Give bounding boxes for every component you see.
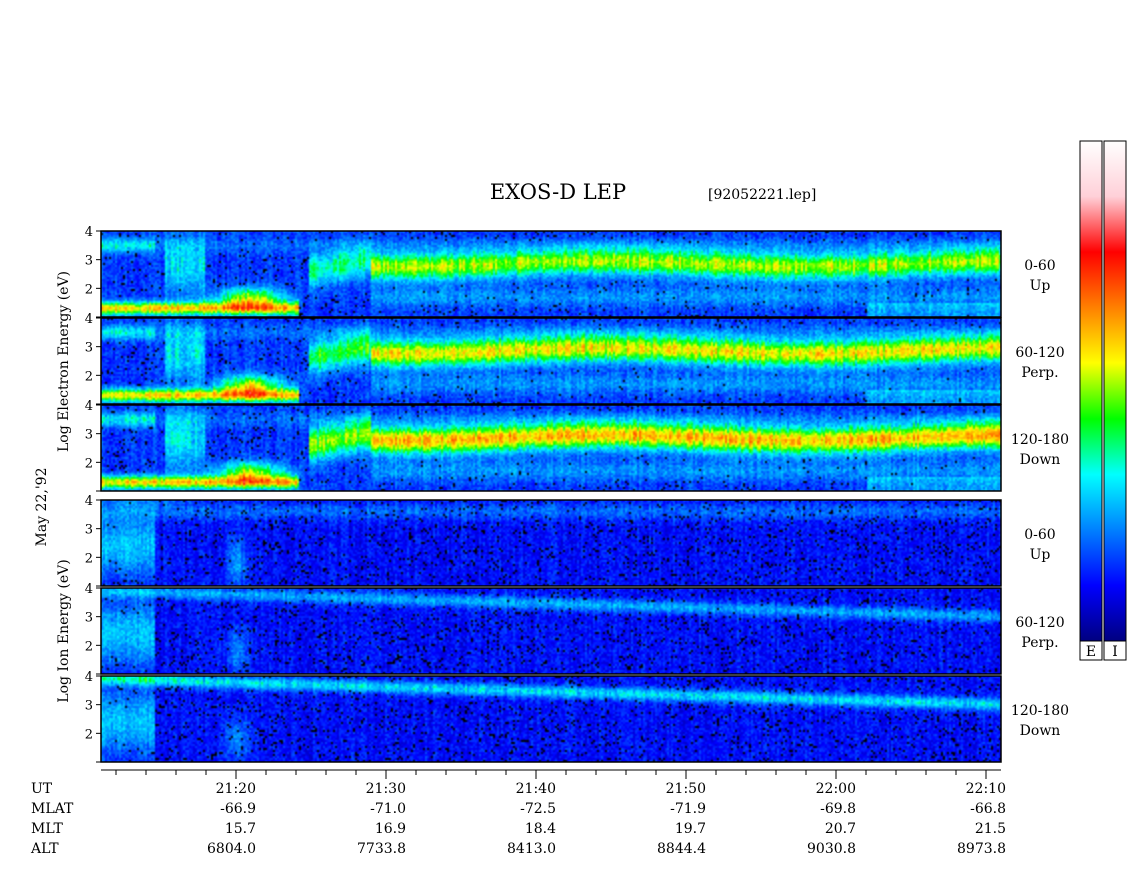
- y-tick-label: 2: [85, 639, 93, 654]
- y-tick-label: 4: [85, 582, 93, 597]
- orbit-value: -66.8: [970, 801, 1006, 817]
- direction-label: Up: [1030, 278, 1051, 294]
- pitch-range-label: 0-60: [1024, 258, 1055, 274]
- y-tick-label: 3: [85, 523, 93, 538]
- spectrogram-panel: [101, 500, 1001, 586]
- time-axis: [101, 769, 1001, 779]
- orbit-value: 8973.8: [957, 841, 1006, 857]
- colorbar: [1079, 140, 1103, 642]
- y-tick-label: 3: [85, 341, 93, 356]
- orbit-value: 16.9: [375, 821, 406, 837]
- y-tick-label: 2: [85, 369, 93, 384]
- y-tick-label: 3: [85, 254, 93, 269]
- pitch-range-label: 120-180: [1011, 432, 1069, 448]
- pitch-range-label: 60-120: [1015, 615, 1064, 631]
- date-label: May 22,'92: [34, 468, 50, 547]
- orbit-value: 22:00: [816, 781, 856, 797]
- spectrogram-panel: [101, 588, 1001, 674]
- direction-label: Perp.: [1021, 365, 1058, 381]
- file-name-label: [92052221.lep]: [708, 187, 816, 203]
- orbit-value: 21:20: [216, 781, 256, 797]
- orbit-value: 21.5: [975, 821, 1006, 837]
- y-tick-label: 3: [85, 611, 93, 626]
- pitch-angle-labels: 0-60 Up 60-120 Perp. 120-180 Down 0-60 Up 60-120…: [1011, 258, 1069, 739]
- pitch-range-label: 0-60: [1024, 527, 1055, 543]
- pitch-range-label: 120-180: [1011, 703, 1069, 719]
- y-tick-label: 2: [85, 456, 93, 471]
- group-labels: Log Electron Energy (eV) Log Ion Energy (…: [56, 271, 72, 703]
- direction-label: Perp.: [1021, 635, 1058, 651]
- orbit-value: 9030.8: [807, 841, 856, 857]
- orbit-value: -71.0: [370, 801, 406, 817]
- orbit-value: 21:40: [516, 781, 556, 797]
- orbit-value: 18.4: [525, 821, 556, 837]
- orbit-value: 6804.0: [207, 841, 256, 857]
- group-ylabel: Log Ion Energy (eV): [56, 559, 72, 702]
- orbit-value: 8413.0: [507, 841, 556, 857]
- spectrogram-panel: [101, 676, 1001, 762]
- direction-label: Up: [1030, 547, 1051, 563]
- orbit-value: 7733.8: [357, 841, 406, 857]
- spectrogram-panel: [101, 405, 1001, 491]
- y-tick-label: 2: [85, 727, 93, 742]
- colorbar-label: I: [1112, 644, 1118, 660]
- y-tick-label: 2: [85, 282, 93, 297]
- y-tick-label: 4: [85, 312, 93, 327]
- y-tick-label: 4: [85, 494, 93, 509]
- orbit-value: 21:50: [666, 781, 706, 797]
- orbit-value: 22:10: [966, 781, 1006, 797]
- y-tick-label: 3: [85, 428, 93, 443]
- y-tick-label: 4: [85, 399, 93, 414]
- orbit-row-label: MLAT: [31, 801, 74, 817]
- spectrogram-panel: [101, 231, 1001, 317]
- orbit-value: 15.7: [225, 821, 256, 837]
- y-tick-label: 2: [85, 551, 93, 566]
- colorbar: [1103, 140, 1127, 642]
- orbit-table: UT 21:20 21:30 21:40 21:50 22:00 22:10 MLAT -66.…: [30, 781, 1006, 857]
- orbit-value: -71.9: [670, 801, 706, 817]
- group-ylabel: Log Electron Energy (eV): [56, 271, 72, 452]
- orbit-value: 19.7: [675, 821, 706, 837]
- orbit-value: -69.8: [820, 801, 856, 817]
- orbit-row-label: ALT: [30, 841, 59, 857]
- orbit-value: -66.9: [220, 801, 256, 817]
- direction-label: Down: [1020, 723, 1061, 739]
- chart-title: EXOS-D LEP: [490, 180, 626, 204]
- y-tick-label: 3: [85, 699, 93, 714]
- colorbar-label: E: [1086, 644, 1096, 660]
- y-tick-label: 4: [85, 225, 93, 240]
- spectrogram-panels: 4 3 2 4 3 2 4 3 2 4 3 2 4 3 2 4 3 2: [85, 225, 1002, 763]
- orbit-value: 20.7: [825, 821, 856, 837]
- spectrogram-panel: [101, 318, 1001, 404]
- y-tick-label: 4: [85, 670, 93, 685]
- orbit-row-label: MLT: [31, 821, 63, 837]
- pitch-range-label: 60-120: [1015, 345, 1064, 361]
- direction-label: Down: [1020, 452, 1061, 468]
- orbit-row-label: UT: [31, 781, 53, 797]
- orbit-value: 21:30: [366, 781, 406, 797]
- orbit-value: 8844.4: [657, 841, 706, 857]
- orbit-value: -72.5: [520, 801, 556, 817]
